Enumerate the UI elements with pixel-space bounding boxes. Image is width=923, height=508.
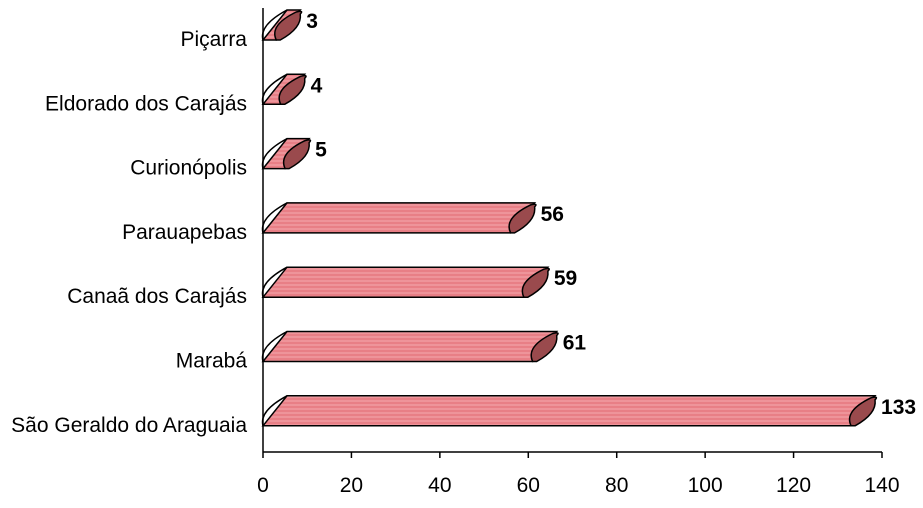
category-label: Piçarra: [180, 28, 247, 51]
bar-group: [261, 9, 303, 41]
bars-layer: [261, 9, 878, 427]
x-tick-label: 0: [257, 474, 269, 497]
bar-cap: [521, 267, 550, 298]
category-label: Canaã dos Carajás: [67, 285, 247, 308]
x-tick-label: 20: [340, 474, 363, 497]
x-tick-label: 120: [776, 474, 811, 497]
bar-group: [261, 137, 312, 170]
bar-group: [261, 73, 307, 106]
category-label: Eldorado dos Carajás: [45, 92, 247, 115]
category-label: Curionópolis: [130, 157, 247, 180]
bar-left-end: [261, 73, 288, 105]
bar-cap: [848, 396, 878, 427]
bar-cap: [530, 332, 559, 363]
category-label: Marabá: [176, 350, 248, 373]
x-tick-label: 40: [428, 474, 451, 497]
bar-left-end: [261, 137, 288, 169]
bar-left-end: [261, 395, 288, 426]
data-label: 4: [311, 74, 323, 97]
bar: [261, 266, 550, 298]
bar-cap: [274, 10, 303, 41]
labels-layer: 3 Piçarra 4 Eldorado dos Carajás 5 Curionópol…: [11, 10, 916, 437]
bar-left-end: [261, 266, 288, 298]
x-tick-label: 80: [605, 474, 628, 497]
bar-left-end: [261, 9, 288, 41]
category-label: São Geraldo do Araguaia: [11, 414, 247, 437]
bar-cap: [282, 139, 312, 170]
data-label: 59: [554, 267, 577, 290]
bar-group: [261, 395, 878, 427]
x-tick-label: 140: [864, 474, 899, 497]
bar-group: [261, 266, 550, 298]
bar-left-end: [261, 330, 288, 362]
bar-group: [261, 202, 537, 234]
data-label: 3: [306, 10, 318, 33]
bar: [261, 202, 537, 234]
axis-layer: 0 20 40 60 80 100 120 140: [257, 8, 900, 497]
data-label: 61: [563, 332, 587, 355]
data-label: 5: [315, 139, 327, 162]
x-tick-label: 60: [517, 474, 540, 497]
data-label: 56: [541, 203, 564, 226]
bar-group: [261, 330, 559, 363]
bar-left-end: [261, 202, 288, 234]
bar-cap: [278, 74, 307, 106]
category-label: Parauapebas: [122, 221, 247, 244]
bar: [261, 395, 877, 427]
bar-cap: [508, 203, 537, 234]
x-tick-label: 100: [688, 474, 723, 497]
data-label: 133: [881, 396, 916, 419]
bar: [261, 330, 559, 363]
